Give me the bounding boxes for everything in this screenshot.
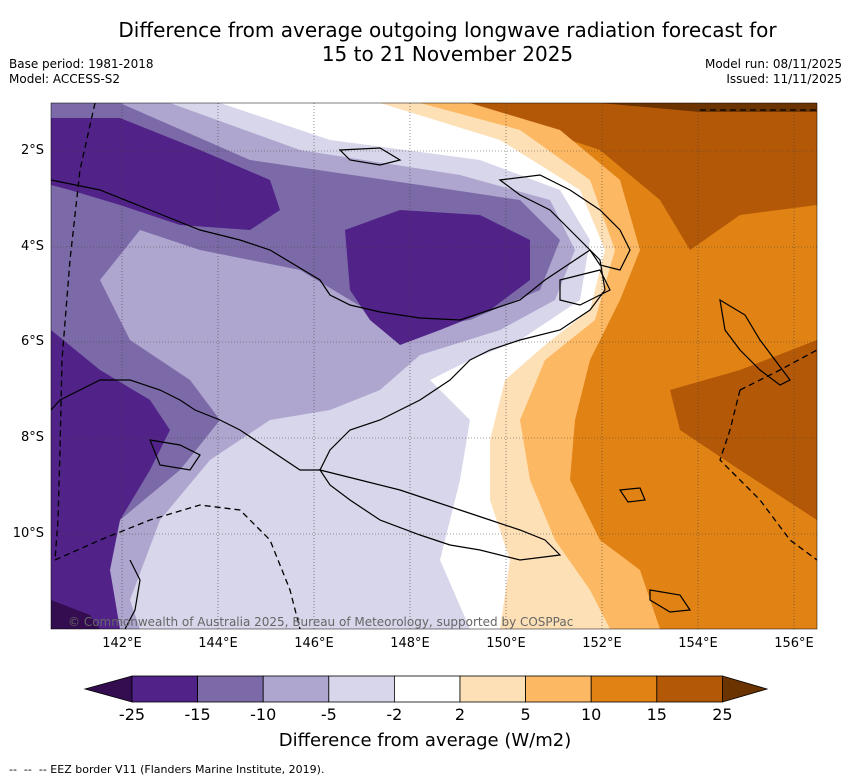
colorbar-extend-high: [722, 675, 769, 703]
model-run: Model run: 08/11/2025: [704, 57, 842, 71]
zone-minus-15-25-west: [51, 118, 280, 230]
zone-minus-15-25-central: [345, 210, 530, 345]
issued-date: Issued: 11/11/2025: [726, 72, 842, 86]
colorbar-bin-4: [328, 675, 395, 703]
papuan-peninsula-coast: [318, 469, 562, 561]
colorbar-label: -15: [184, 705, 211, 724]
colorbar-bin-2: [197, 675, 264, 703]
zone-minus-15-25-south: [51, 330, 170, 629]
y-tick-8s: 8°S: [20, 430, 44, 445]
colorbar-bin-1: [131, 675, 198, 703]
zone-lt-minus-25: [51, 600, 100, 629]
x-tick-148e: 148°E: [390, 636, 430, 651]
colorbar-label: -10: [250, 705, 277, 724]
new-guinea-coast: [51, 179, 606, 471]
meta-left: Base period: 1981-2018 Model: ACCESS-S2: [9, 57, 154, 87]
copyright-notice: © Commonwealth of Australia 2025, Bureau…: [68, 615, 573, 629]
colorbar-label: -25: [118, 705, 146, 724]
new-ireland: [498, 174, 631, 271]
coastlines: [51, 147, 791, 629]
dashed-line-icon: -- --: [9, 763, 39, 776]
model-name: Model: ACCESS-S2: [9, 72, 121, 86]
title-line-2: 15 to 21 November 2025: [321, 42, 574, 66]
cape-york: [124, 559, 141, 629]
y-tick-4s: 4°S: [20, 239, 44, 254]
eez-legend-text: -- EEZ border V11 (Flanders Marine Insti…: [38, 763, 325, 776]
map-title: Difference from average outgoing longwav…: [0, 18, 850, 66]
colorbar-bin-5: [393, 675, 461, 703]
colorbar: [83, 675, 769, 703]
eez-legend: -- -- -- EEZ border V11 (Flanders Marine…: [9, 763, 324, 776]
manus-island: [338, 147, 402, 166]
meta-right: Model run: 08/11/2025 Issued: 11/11/2025: [705, 57, 842, 87]
bougainville: [719, 298, 791, 386]
colorbar-label: -2: [386, 705, 403, 724]
new-britain-east: [559, 269, 611, 306]
olr-anomaly-field: [51, 103, 817, 629]
zone-10-15-north: [440, 103, 817, 250]
graticule: [51, 103, 817, 629]
colorbar-extend-low: [83, 675, 133, 703]
title-line-1: Difference from average outgoing longwav…: [118, 18, 777, 42]
y-tick-10s: 10°S: [12, 526, 44, 541]
x-tick-150e: 150°E: [486, 636, 526, 651]
island-1: [618, 487, 646, 503]
colorbar-bin-3: [262, 675, 330, 703]
colorbar-bin-8: [590, 675, 658, 703]
y-tick-6s: 6°S: [20, 334, 44, 349]
x-tick-146e: 146°E: [294, 636, 334, 651]
x-tick-144e: 144°E: [198, 636, 238, 651]
x-tick-142e: 142°E: [102, 636, 142, 651]
colorbar-label: -5: [320, 705, 337, 724]
x-tick-154e: 154°E: [678, 636, 718, 651]
colorbar-title: Difference from average (W/m2): [278, 730, 572, 751]
colorbar-bin-6: [459, 675, 526, 703]
map-frame: [50, 102, 818, 630]
colorbar-label: 2: [454, 705, 466, 724]
torres-strait: [149, 439, 201, 471]
colorbar-label: 10: [581, 705, 602, 724]
eez-borders: [54, 103, 817, 629]
colorbar-label: 25: [712, 705, 733, 724]
x-tick-152e: 152°E: [582, 636, 622, 651]
colorbar-label: 15: [646, 705, 667, 724]
base-period: Base period: 1981-2018: [9, 57, 154, 71]
colorbar-label: 5: [520, 705, 531, 724]
colorbar-bin-7: [525, 675, 592, 703]
y-tick-2s: 2°S: [20, 143, 44, 158]
island-2: [649, 589, 692, 613]
colorbar-bin-9: [656, 675, 723, 703]
x-tick-156e: 156°E: [774, 636, 814, 651]
